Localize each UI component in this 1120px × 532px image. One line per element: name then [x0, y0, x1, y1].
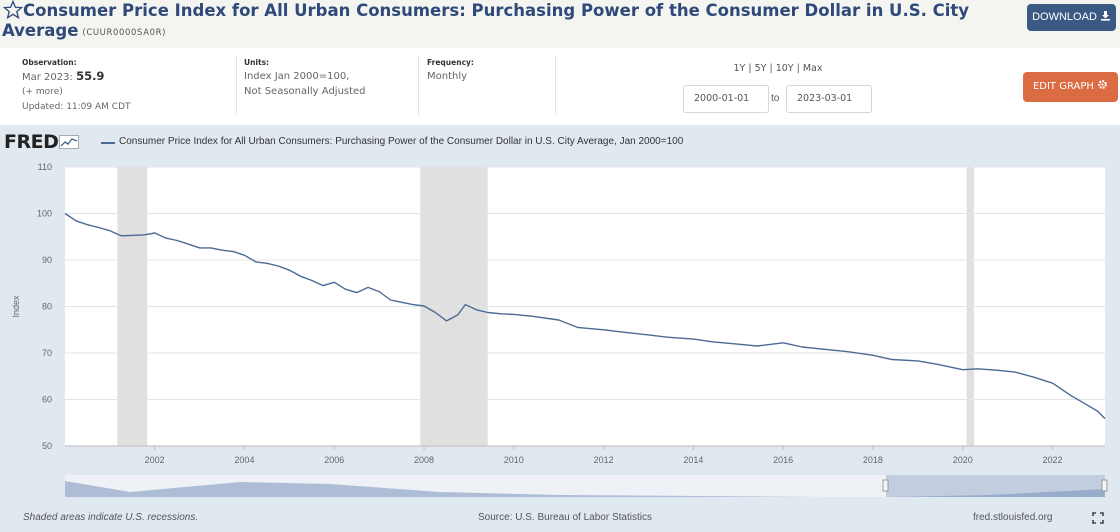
x-tick-label: 2020 [953, 455, 973, 465]
y-tick-label: 50 [42, 441, 52, 451]
range-links: 1Y | 5Y | 10Y | Max [733, 63, 823, 74]
end-date-input[interactable]: 2023-03-01 [786, 85, 872, 113]
x-tick-label: 2022 [1042, 455, 1062, 465]
star-icon[interactable] [3, 0, 23, 20]
y-tick-label: 60 [42, 395, 52, 405]
range-10y-link[interactable]: 10Y [775, 63, 794, 74]
page-header: Consumer Price Index for All Urban Consu… [0, 0, 1120, 48]
range-max-link[interactable]: Max [802, 63, 823, 74]
observation-date: Mar 2023: [22, 72, 73, 83]
units-label: Units: [244, 58, 270, 67]
source-text: Source: U.S. Bureau of Labor Statistics [478, 512, 652, 523]
edit-graph-button[interactable]: EDIT GRAPH [1023, 72, 1118, 102]
to-label: to [771, 93, 780, 104]
fred-logo-text: FRED [4, 131, 59, 153]
line-chart[interactable]: 50 60 70 80 90 100 110 2002 2004 2006 2008 2010 2012… [0, 125, 1120, 532]
y-tick-label: 100 [37, 209, 52, 219]
navigator-area [65, 481, 1105, 497]
meta-divider [418, 55, 419, 115]
units-line2: Not Seasonally Adjusted [244, 86, 366, 97]
recessions-note: Shaded areas indicate U.S. recessions. [23, 512, 199, 523]
site-link[interactable]: fred.stlouisfed.org [973, 512, 1053, 523]
page-title: Consumer Price Index for All Urban Consu… [2, 1, 1002, 43]
observation-line: Mar 2023: 55.9 [22, 69, 232, 85]
y-axis-label: Index [11, 295, 21, 318]
x-tick-label: 2014 [683, 455, 703, 465]
fred-logo: FRED [4, 131, 80, 153]
y-tick-label: 70 [42, 348, 52, 358]
navigator-handle-left [882, 479, 889, 492]
observation-block: Observation: Mar 2023: 55.9 (+ more) Upd… [22, 48, 232, 123]
legend-swatch [101, 142, 115, 144]
more-link[interactable]: (+ more) [22, 87, 63, 97]
units-block: Units: Index Jan 2000=100, Not Seasonall… [244, 48, 414, 123]
download-button[interactable]: DOWNLOAD [1027, 4, 1116, 31]
updated-time: Updated: 11:09 AM CDT [22, 102, 131, 112]
x-tick-label: 2012 [594, 455, 614, 465]
series-line [64, 212, 1106, 420]
title-text: Consumer Price Index for All Urban Consu… [2, 1, 970, 40]
meta-divider [236, 55, 237, 115]
legend-label: Consumer Price Index for All Urban Consu… [119, 136, 684, 147]
download-icon [1100, 11, 1110, 21]
start-date-input[interactable]: 2000-01-01 [683, 85, 769, 113]
units-line1: Index Jan 2000=100, [244, 71, 350, 82]
y-tick-label: 90 [42, 255, 52, 265]
x-tick-label: 2002 [145, 455, 165, 465]
x-tick-label: 2016 [773, 455, 793, 465]
range-1y-link[interactable]: 1Y [733, 63, 746, 74]
navigator-handle-right [1101, 479, 1108, 492]
y-tick-label: 110 [38, 162, 52, 172]
x-tick-label: 2008 [414, 455, 434, 465]
range-5y-link[interactable]: 5Y [754, 63, 767, 74]
gear-icon [1098, 80, 1107, 89]
x-tick-label: 2018 [863, 455, 883, 465]
series-id: (CUUR0000SA0R) [82, 28, 167, 38]
frequency-block: Frequency: Monthly [427, 48, 547, 123]
frequency-label: Frequency: [427, 58, 474, 67]
observation-label: Observation: [22, 58, 77, 67]
x-tick-label: 2004 [234, 455, 254, 465]
x-tick-label: 2010 [504, 455, 524, 465]
x-tick-label: 2006 [324, 455, 344, 465]
chart-logo-icon [59, 135, 80, 149]
fullscreen-icon[interactable] [1092, 512, 1104, 524]
download-label: DOWNLOAD [1032, 11, 1097, 23]
edit-graph-label: EDIT GRAPH [1032, 81, 1094, 92]
meta-divider [555, 55, 556, 115]
frequency-value: Monthly [427, 71, 468, 82]
navigator-selection [886, 475, 1105, 497]
y-tick-label: 80 [42, 302, 52, 312]
observation-value: 55.9 [76, 69, 105, 83]
